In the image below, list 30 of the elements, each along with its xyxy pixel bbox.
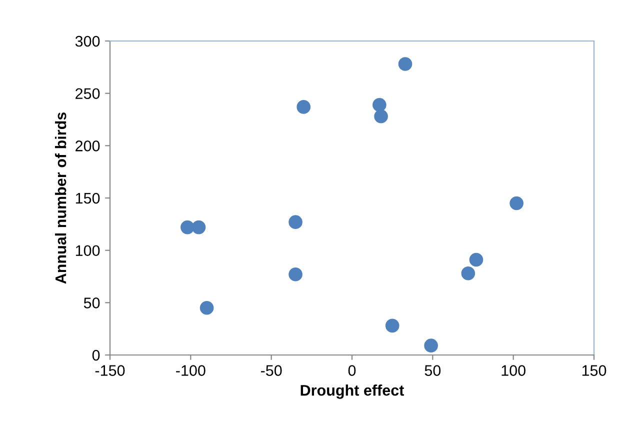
point (461, 266, 476, 280)
x-tick-label: 50 (424, 365, 441, 376)
point (385, 318, 400, 333)
point (192, 220, 206, 234)
point (372, 98, 386, 112)
point (288, 215, 302, 229)
y-tick-label: 150 (76, 192, 100, 204)
point (398, 57, 412, 71)
y-tick-label: 100 (76, 245, 100, 256)
point (288, 268, 302, 282)
point (374, 109, 388, 124)
y-tick-label: 0 (92, 350, 100, 361)
y-tick-label: 200 (76, 140, 100, 152)
x-tick-label: 100 (502, 365, 526, 376)
x-tick-label: -100 (176, 365, 206, 376)
point (180, 220, 194, 234)
x-tick-label: 150 (582, 365, 606, 376)
point (424, 338, 438, 352)
x-tick-label: 0 (348, 365, 356, 376)
x-tick-label: -150 (95, 365, 125, 376)
point (469, 252, 484, 267)
y-tick-label: 250 (76, 88, 100, 100)
point (510, 196, 524, 210)
x-tick-label: -50 (260, 365, 282, 376)
point (296, 100, 311, 114)
y-axis-title: Annual number of birds (54, 112, 66, 284)
y-tick-label: 300 (75, 36, 100, 47)
y-tick-label: 50 (84, 298, 100, 308)
x-axis-title: Drought effect (300, 384, 404, 399)
point (200, 300, 214, 315)
